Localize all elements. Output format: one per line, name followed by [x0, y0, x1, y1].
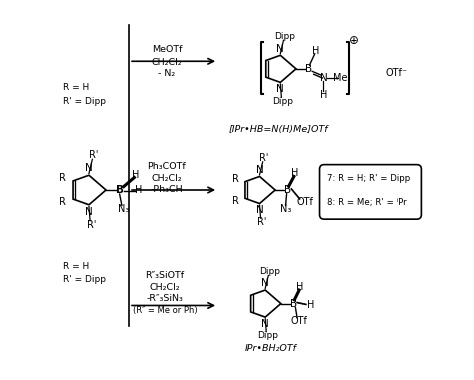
Text: R' = Dipp: R' = Dipp [63, 275, 106, 284]
Text: N: N [261, 279, 269, 288]
Text: Dipp: Dipp [259, 267, 280, 276]
Text: B: B [290, 299, 297, 309]
Text: IPr•BH₂OTf: IPr•BH₂OTf [245, 344, 297, 353]
Text: R': R' [259, 153, 268, 163]
Text: R: R [232, 196, 239, 206]
Text: CH₂Cl₂: CH₂Cl₂ [152, 174, 182, 183]
Text: MeOTf: MeOTf [152, 46, 182, 54]
Text: 7: R = H; R' = Dipp: 7: R = H; R' = Dipp [327, 174, 410, 183]
Text: Ph₃COTf: Ph₃COTf [147, 162, 186, 171]
Text: 8: R = Me; R' = ⁱPr: 8: R = Me; R' = ⁱPr [327, 198, 406, 207]
Text: OTf: OTf [297, 197, 314, 207]
Text: Dipp: Dipp [272, 97, 293, 106]
Text: ⊕: ⊕ [349, 34, 359, 47]
Text: N: N [85, 207, 93, 217]
Text: R': R' [257, 217, 266, 227]
Text: - N₂: - N₂ [158, 69, 175, 78]
Text: R' = Dipp: R' = Dipp [63, 97, 106, 106]
Text: B: B [305, 64, 312, 74]
Text: OTf: OTf [290, 316, 307, 326]
Text: B: B [116, 185, 124, 195]
Text: Dipp: Dipp [257, 331, 278, 340]
Text: H: H [307, 299, 314, 310]
Text: N₃: N₃ [118, 204, 129, 214]
Text: H: H [320, 90, 327, 100]
Text: H: H [291, 168, 299, 178]
Text: -R″₃SiN₃: -R″₃SiN₃ [146, 294, 183, 303]
Text: H: H [296, 282, 304, 291]
Text: H: H [312, 46, 319, 55]
Text: OTf⁻: OTf⁻ [385, 68, 407, 78]
Text: CH₂Cl₂: CH₂Cl₂ [152, 57, 182, 66]
Text: N: N [276, 44, 284, 54]
Text: Me: Me [333, 73, 348, 82]
Text: N: N [85, 163, 93, 173]
Text: R': R' [89, 150, 98, 160]
Text: N: N [255, 205, 264, 215]
Text: N: N [255, 165, 264, 175]
Text: R: R [232, 174, 239, 184]
Text: R = H: R = H [63, 83, 89, 92]
Text: B: B [284, 185, 291, 195]
Text: -Ph₃CH: -Ph₃CH [151, 185, 183, 195]
Text: R = H: R = H [63, 262, 89, 271]
Text: (R″ = Me or Ph): (R″ = Me or Ph) [133, 306, 197, 315]
Text: R: R [59, 198, 66, 207]
Text: N: N [319, 73, 328, 82]
Text: Dipp: Dipp [274, 32, 295, 41]
Text: N: N [276, 84, 284, 94]
Text: H: H [135, 185, 142, 195]
Text: R': R' [87, 220, 96, 230]
Text: N: N [261, 319, 269, 329]
Text: N₃: N₃ [280, 204, 291, 214]
FancyBboxPatch shape [319, 165, 421, 219]
Text: H: H [132, 170, 140, 180]
Text: R: R [59, 173, 66, 182]
Text: CH₂Cl₂: CH₂Cl₂ [150, 283, 181, 292]
Text: [IPr•HB=N(H)Me]OTf: [IPr•HB=N(H)Me]OTf [229, 125, 328, 134]
Text: R″₃SiOTf: R″₃SiOTf [146, 271, 185, 280]
